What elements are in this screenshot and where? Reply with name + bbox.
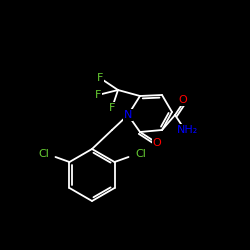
Text: Cl: Cl: [38, 149, 49, 159]
Text: Cl: Cl: [135, 149, 146, 159]
Text: F: F: [97, 73, 103, 83]
Text: O: O: [178, 95, 188, 105]
Text: F: F: [95, 90, 101, 100]
Text: O: O: [152, 138, 162, 148]
Text: NH₂: NH₂: [176, 125, 198, 135]
Text: N: N: [124, 110, 132, 120]
Text: F: F: [109, 103, 115, 113]
